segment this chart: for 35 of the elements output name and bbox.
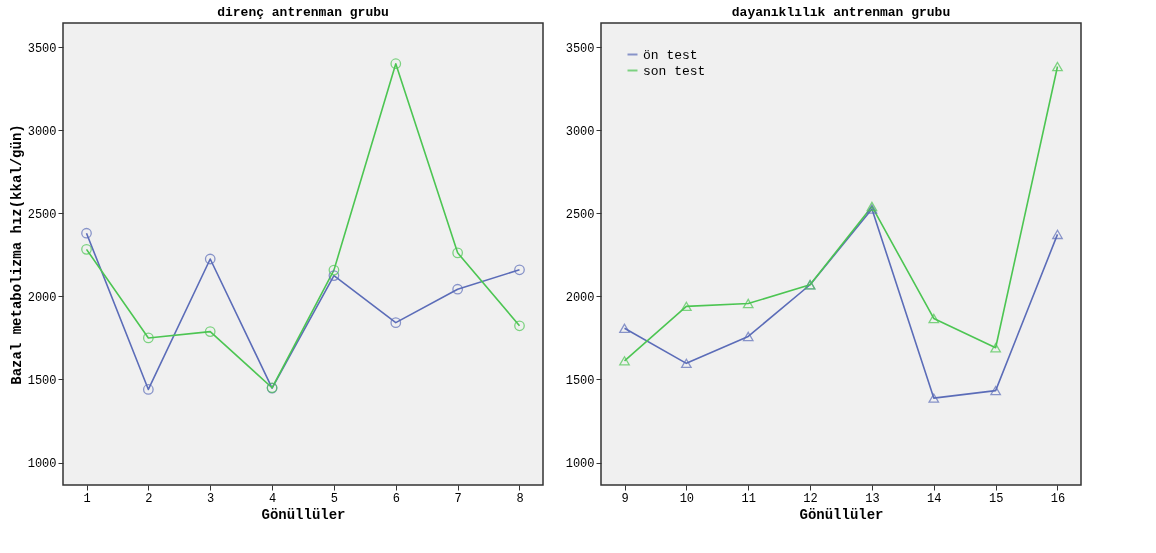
y-tick-label: 2500	[27, 207, 57, 222]
x-tick-label: 8	[516, 491, 524, 506]
y-tick-label: 1000	[27, 457, 57, 472]
y-tick-label: 1500	[27, 373, 57, 388]
y-tick-label: 2000	[565, 290, 595, 305]
x-tick-label: 6	[392, 491, 400, 506]
x-tick-label: 7	[454, 491, 462, 506]
y-tick-label: 3500	[27, 41, 57, 56]
x-tick-label: 3	[207, 491, 215, 506]
y-tick-label: 3500	[565, 41, 595, 56]
x-tick-label: 2	[145, 491, 153, 506]
x-tick-label: 4	[268, 491, 277, 506]
x-tick-label: 10	[679, 491, 695, 506]
y-axis-title: Bazal metabolizma hız(kkal/gün)	[8, 124, 25, 385]
chart-title: dayanıklılık antrenman grubu	[731, 5, 951, 20]
x-tick-label: 13	[865, 491, 880, 506]
y-tick-label: 2000	[27, 290, 57, 305]
y-tick-label: 1500	[565, 373, 595, 388]
x-tick-label: 12	[803, 491, 818, 506]
x-tick-label: 14	[927, 491, 942, 506]
x-tick-label: 1	[83, 491, 91, 506]
y-tick-label: 3000	[27, 124, 57, 139]
x-tick-label: 15	[988, 491, 1004, 506]
chart-title: direnç antrenman grubu	[217, 5, 389, 20]
y-tick-label: 3000	[565, 124, 595, 139]
x-axis-title: Gönüllüler	[799, 506, 884, 523]
x-tick-label: 11	[741, 491, 756, 506]
x-tick-label: 9	[621, 491, 629, 506]
x-tick-label: 16	[1050, 491, 1066, 506]
x-tick-label: 5	[330, 491, 339, 506]
x-axis-title: Gönüllüler	[261, 506, 346, 523]
y-tick-label: 2500	[565, 207, 595, 222]
legend-label: son test	[643, 63, 706, 79]
legend-label: ön test	[643, 47, 698, 63]
y-tick-label: 1000	[565, 457, 595, 472]
